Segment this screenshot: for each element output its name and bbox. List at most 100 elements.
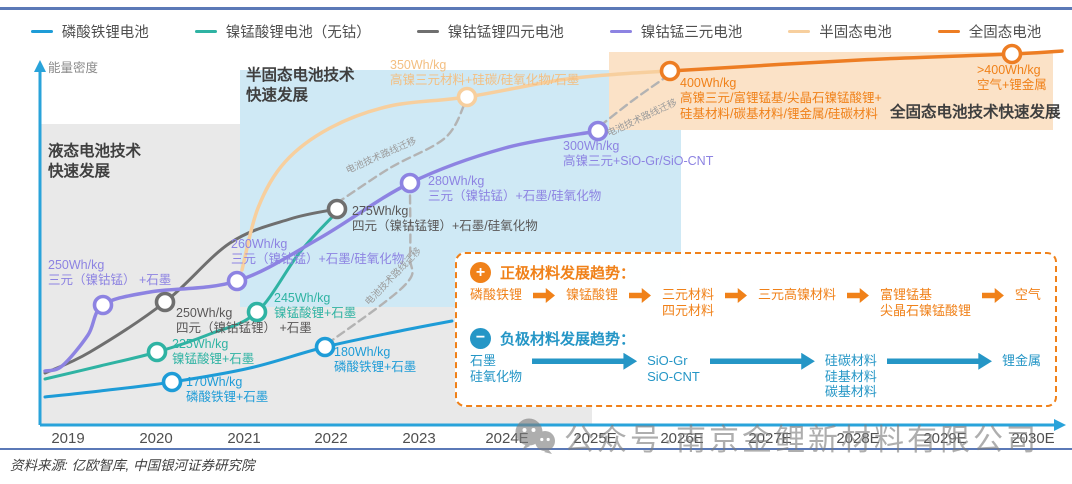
data-label-5: 180Wh/kg 磷酸铁锂+石墨	[334, 345, 417, 375]
x-tick-2025E: 2025E	[573, 430, 617, 447]
migration-line-1	[335, 101, 467, 205]
x-axis-arrow	[1054, 419, 1066, 431]
watermark-text: 公众号·南京金鲤新材料有限公司	[564, 424, 1039, 457]
region-title-all-solid: 全固态电池技术快速发展	[890, 104, 1061, 121]
flow-arrow-icon	[628, 288, 651, 303]
material-step: 磷酸铁锂	[470, 287, 523, 302]
x-tick-2027E: 2027E	[748, 430, 792, 447]
series-line-lfp	[43, 319, 454, 399]
marker-nickel-manganese	[246, 301, 268, 323]
flow-arrow-icon	[709, 352, 815, 370]
material-step: 三元材料 四元材料	[661, 287, 714, 318]
flow-arrow-icon	[724, 288, 747, 303]
legend-label: 磷酸铁锂电池	[61, 25, 149, 41]
marker-ternary	[226, 270, 248, 292]
material-step: 富锂锰基 尖晶石镍锰酸锂	[879, 287, 971, 318]
flow-arrow-icon	[532, 352, 638, 370]
anode-trend-title: 负极材料发展趋势：	[500, 330, 636, 348]
marker-quaternary	[326, 198, 348, 220]
x-tick-2026E: 2026E	[660, 430, 704, 447]
data-label-3: 225Wh/kg 镍锰酸锂+石墨	[172, 337, 255, 367]
series-line-all-solid	[668, 49, 1064, 73]
marker-quaternary	[154, 291, 176, 313]
migration-line-2	[325, 190, 414, 346]
x-tick-2023: 2023	[402, 430, 436, 447]
data-label-6: 245Wh/kg 镍锰酸锂+石墨	[274, 291, 357, 321]
legend-label: 镍钴锰三元电池	[640, 25, 743, 41]
legend-swatch-quaternary	[416, 30, 439, 33]
flow-arrow-icon	[981, 288, 1004, 303]
legend-swatch-semi-solid	[788, 30, 811, 33]
marker-lfp	[161, 371, 183, 393]
cathode-title-row: + 正极材料发展趋势：	[470, 262, 1041, 283]
wechat-icon	[515, 418, 555, 454]
cathode-flow: 磷酸铁锂 镍锰酸锂 三元材料 四元材料 三元高镍材料 富锂锰基 尖晶石镍锰酸锂 空气	[470, 287, 1041, 319]
region-all-solid	[609, 52, 1053, 130]
x-tick-2029E: 2029E	[923, 430, 967, 447]
x-tick-2022: 2022	[314, 430, 348, 447]
anode-title-row: − 负极材料发展趋势：	[470, 327, 1041, 349]
marker-semi-solid	[456, 86, 478, 108]
watermark: 公众号·南京金鲤新材料有限公司	[512, 415, 1039, 459]
marker-all-solid	[659, 60, 681, 82]
materials-trend-box: + 正极材料发展趋势： 磷酸铁锂 镍锰酸锂 三元材料 四元材料 三元高镍材料 富锂锰基 …	[455, 252, 1057, 407]
legend-item-lfp: 磷酸铁锂电池	[30, 21, 149, 42]
data-label-1: 250Wh/kg 三元（镍钴锰） +石墨	[48, 258, 172, 288]
material-step: 空气	[1014, 287, 1041, 302]
x-tick-2020: 2020	[139, 430, 173, 447]
material-step: 锂金属	[1001, 352, 1041, 368]
marker-lfp	[314, 336, 336, 358]
flow-arrow-icon	[886, 352, 992, 370]
migration-line-3	[598, 75, 668, 128]
legend-item-semi-solid: 半固态电池	[788, 21, 892, 42]
material-step: 三元高镍材料	[757, 287, 836, 302]
data-label-12: 400Wh/kg 高镍三元/富锂锰基/尖晶石镍锰酸锂+ 硅基材料/碳基材料/锂金…	[680, 76, 882, 121]
marker-all-solid	[1001, 43, 1023, 65]
flow-arrow-icon	[533, 288, 555, 303]
material-step: 硅碳材料 硅基材料 碳基材料	[824, 352, 877, 400]
material-step: 石墨 硅氧化物	[470, 352, 523, 384]
legend-swatch-all-solid	[937, 30, 960, 33]
region-title-semi-solid: 半固态电池技术 快速发展	[246, 67, 355, 105]
top-divider	[0, 7, 1072, 10]
legend-swatch-ternary	[609, 30, 632, 33]
data-label-11: 350Wh/kg 高镍三元材料+硅碳/硅氧化物/石墨	[390, 58, 580, 88]
minus-icon: −	[470, 327, 491, 349]
y-axis-label: 能量密度	[48, 61, 99, 75]
data-label-13: >400Wh/kg 空气+锂金属	[977, 63, 1047, 93]
series-line-nickel-manganese	[43, 210, 339, 381]
legend-swatch-nickel-manganese	[194, 30, 217, 33]
x-tick-2021: 2021	[227, 430, 261, 447]
series-line-semi-solid	[240, 69, 672, 272]
legend-label: 镍锰酸锂电池（无钴）	[225, 25, 371, 41]
source-note: 资料来源: 亿欧智库, 中国银河证券研究院	[10, 458, 255, 473]
data-label-9: 280Wh/kg 三元（镍钴锰）+石墨/硅氧化物	[428, 174, 602, 204]
legend-item-quaternary: 镍钴锰锂四元电池	[416, 21, 564, 42]
data-label-10: 300Wh/kg 高镍三元+SiO-Gr/SiO-CNT	[563, 139, 714, 169]
cathode-trend-title: 正极材料发展趋势：	[500, 265, 636, 282]
legend-label: 全固态电池	[968, 25, 1042, 41]
data-label-2: 250Wh/kg 四元（镍钴锰锂） +石墨	[176, 306, 312, 336]
legend-label: 半固态电池	[819, 25, 892, 41]
data-label-8: 275Wh/kg 四元（镍钴锰锂）+石墨/硅氧化物	[352, 204, 538, 234]
x-tick-2019: 2019	[51, 430, 85, 447]
marker-ternary	[399, 172, 421, 194]
marker-ternary	[92, 294, 114, 316]
legend-item-nickel-manganese: 镍锰酸锂电池（无钴）	[194, 21, 371, 42]
flow-arrow-icon	[846, 288, 869, 303]
material-step: SiO-Gr SiO-CNT	[647, 352, 700, 384]
legend: 磷酸铁锂电池 镍锰酸锂电池（无钴） 镍钴锰锂四元电池 镍钴锰三元电池 半固态电池 全固态电…	[0, 21, 1072, 42]
material-step: 镍锰酸锂	[565, 287, 618, 302]
region-title-liquid: 液态电池技术 快速发展	[48, 143, 142, 181]
marker-ternary	[587, 120, 609, 142]
plus-icon: +	[470, 262, 491, 283]
legend-item-ternary: 镍钴锰三元电池	[609, 21, 743, 42]
x-tick-2028E: 2028E	[836, 430, 880, 447]
series-line-quaternary	[43, 207, 339, 375]
bottom-divider	[0, 448, 1072, 450]
anode-flow: 石墨 硅氧化物 SiO-Gr SiO-CNT 硅碳材料 硅基材料 碳基材料 锂金属	[470, 352, 1041, 401]
y-axis-arrow	[34, 60, 46, 72]
marker-nickel-manganese	[146, 341, 168, 363]
legend-swatch-lfp	[30, 30, 53, 33]
